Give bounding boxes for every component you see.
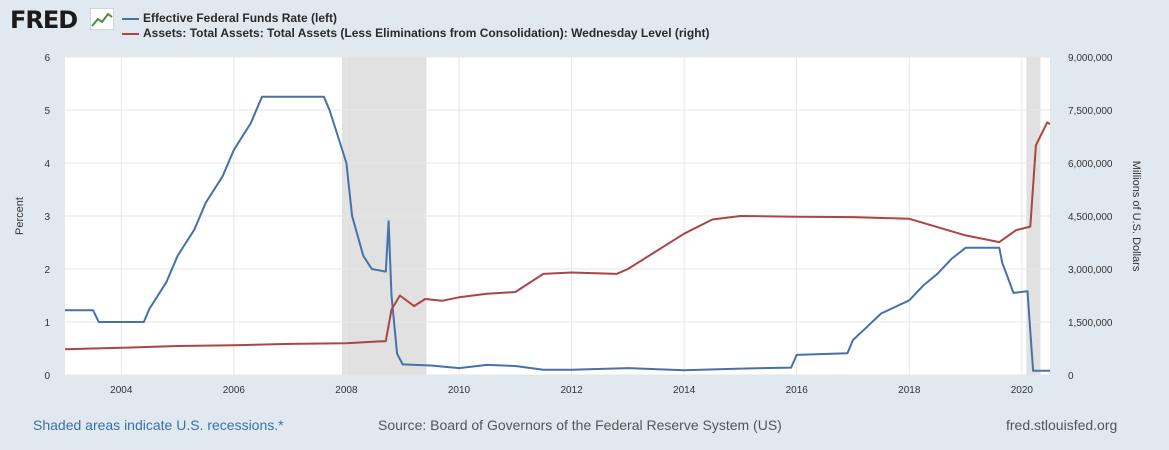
y-right-axis-title: Millions of U.S. Dollars <box>1130 161 1142 272</box>
recession-note-link[interactable]: Shaded areas indicate U.S. recessions.* <box>33 417 284 433</box>
y-right-tick-label: 4,500,000 <box>1068 212 1113 223</box>
series-line-right <box>64 121 1051 351</box>
legend-swatch-left <box>122 17 139 20</box>
y-left-tick-label: 2 <box>44 265 50 276</box>
x-tick-label: 2012 <box>560 385 583 396</box>
site-link[interactable]: fred.stlouisfed.org <box>1006 417 1118 433</box>
source-note: Source: Board of Governors of the Federa… <box>378 417 782 433</box>
legend-label-left: Effective Federal Funds Rate (left) <box>143 11 338 25</box>
y-left-tick-label: 5 <box>44 106 50 117</box>
y-left-tick-label: 3 <box>44 212 50 223</box>
y-left-tick-label: 0 <box>44 371 50 382</box>
legend-item-series-right[interactable]: Assets: Total Assets: Total Assets (Less… <box>122 26 710 41</box>
legend-swatch-right <box>122 32 139 35</box>
grid-lines <box>65 56 1050 376</box>
fred-logo-graph-icon <box>90 8 114 30</box>
x-tick-label: 2014 <box>673 385 696 396</box>
x-tick-label: 2020 <box>1011 385 1034 396</box>
tick-labels: 0 0 1 1,500,000 2 3,000,000 3 4,500,000 4 6,000,0… <box>44 53 1112 396</box>
chart-legend: Effective Federal Funds Rate (left) Asse… <box>122 11 710 41</box>
y-right-tick-label: 7,500,000 <box>1068 106 1113 117</box>
x-tick-label: 2008 <box>335 385 358 396</box>
y-left-tick-label: 6 <box>44 53 50 64</box>
x-tick-label: 2010 <box>448 385 471 396</box>
legend-item-series-left[interactable]: Effective Federal Funds Rate (left) <box>122 11 710 26</box>
y-right-tick-label: 9,000,000 <box>1068 53 1113 64</box>
x-tick-label: 2018 <box>898 385 921 396</box>
series-line-left <box>65 95 1050 372</box>
y-right-tick-label: 3,000,000 <box>1068 265 1113 276</box>
fred-logo[interactable]: FRED <box>10 6 78 34</box>
y-right-tick-label: 6,000,000 <box>1068 159 1113 170</box>
legend-label-right: Assets: Total Assets: Total Assets (Less… <box>143 26 710 40</box>
x-tick-label: 2016 <box>786 385 809 396</box>
y-left-axis-title: Percent <box>14 197 26 235</box>
chart-canvas: 0 0 1 1,500,000 2 3,000,000 3 4,500,000 4 6,000,0… <box>14 53 1142 396</box>
y-left-tick-label: 1 <box>44 318 50 329</box>
y-left-tick-label: 4 <box>44 159 50 170</box>
series-lines <box>64 95 1051 372</box>
x-tick-label: 2004 <box>110 385 133 396</box>
y-right-tick-label: 1,500,000 <box>1068 318 1113 329</box>
y-right-tick-label: 0 <box>1068 371 1074 382</box>
x-tick-label: 2006 <box>223 385 246 396</box>
